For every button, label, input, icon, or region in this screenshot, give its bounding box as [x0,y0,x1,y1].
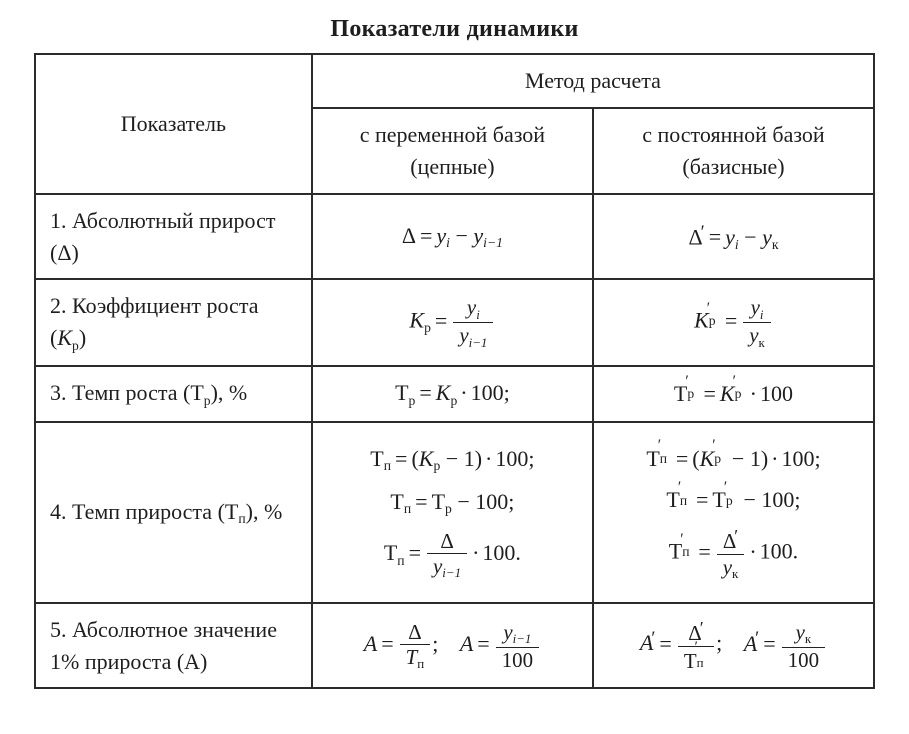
row3-formula-chain: Tр=Kр·100; [312,366,593,421]
header-sub-variable: с переменной базой (цепные) [312,108,593,194]
row3-label: 3. Темп роста (Tр), % [35,366,312,421]
row1-formula-base: Δ′=yi − yк [593,194,874,280]
header-sub-constant: с постоянной базой (базисные) [593,108,874,194]
table-header-row-1: Показатель Метод расчета [35,54,874,108]
table-row: 3. Темп роста (Tр), % Tр=Kр·100; T′р=K′р… [35,366,874,421]
header-method: Метод расчета [312,54,874,108]
page-title: Показатели динамики [34,16,875,43]
row5-formula-base: A′=Δ′T′п; A′=yк100 [593,603,874,689]
row2-label: 2. Коэффициент роста (Kр) [35,279,312,366]
row1-label: 1. Абсолютный прирост (Δ) [35,194,312,280]
row4-label: 4. Темп прироста (Tп), % [35,422,312,603]
row5-formula-chain: A=ΔTп; A=yi−1100 [312,603,593,689]
row4-formula-chain: Tп=(Kр − 1)·100; Tп=Tр − 100; Tп=Δyi−1·1… [312,422,593,603]
row5-label: 5. Абсолютное значение 1% прироста (A) [35,603,312,689]
row4-formula-base: T′п=(K′р − 1)·100; T′п=T′р − 100; T′п=Δ′… [593,422,874,603]
row2-formula-base: K′р=yiyк [593,279,874,366]
dynamics-table: Показатель Метод расчета с переменной ба… [34,53,875,689]
table-row: 5. Абсолютное значение 1% прироста (A) A… [35,603,874,689]
row1-formula-chain: Δ=yi − yi−1 [312,194,593,280]
row2-formula-chain: Kр=yiyi−1 [312,279,593,366]
row3-formula-base: T′р=K′р·100 [593,366,874,421]
table-row: 1. Абсолютный прирост (Δ) Δ=yi − yi−1 Δ′… [35,194,874,280]
table-row: 2. Коэффициент роста (Kр) Kр=yiyi−1 K′р=… [35,279,874,366]
table-row: 4. Темп прироста (Tп), % Tп=(Kр − 1)·100… [35,422,874,603]
header-indicator: Показатель [35,54,312,194]
